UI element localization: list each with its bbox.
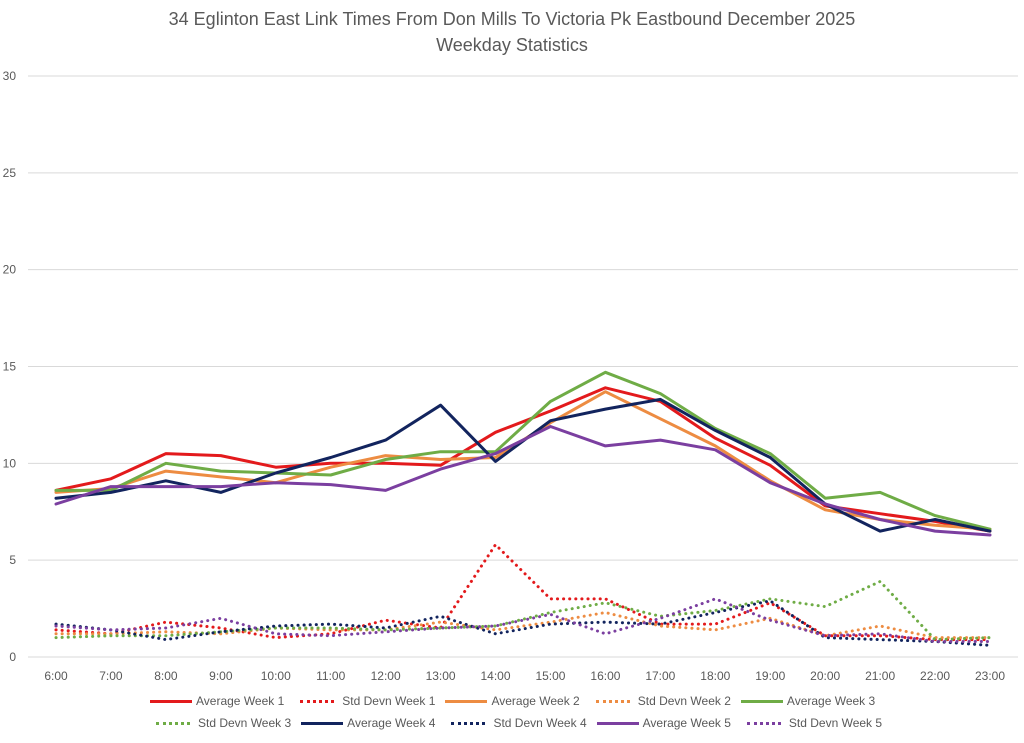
y-tick-label: 10: [3, 456, 17, 470]
x-tick-label: 11:00: [316, 669, 345, 683]
legend-swatch: [596, 721, 639, 725]
legend-label: Average Week 2: [491, 694, 580, 708]
x-tick-label: 13:00: [426, 669, 456, 683]
legend-label: Average Week 5: [642, 716, 731, 730]
x-tick-label: 22:00: [920, 669, 950, 683]
x-tick-label: 9:00: [209, 669, 233, 683]
legend-swatch: [445, 699, 488, 703]
legend: Average Week 1 Std Devn Week 1 Average Wee…: [150, 690, 910, 734]
x-tick-label: 20:00: [810, 669, 840, 683]
legend-label: Std Devn Week 5: [788, 716, 883, 730]
legend-swatch: [156, 721, 190, 725]
y-tick-label: 5: [9, 553, 16, 567]
legend-row: Average Week 1 Std Devn Week 1 Average Wee…: [150, 690, 910, 712]
legend-swatch: [300, 699, 335, 703]
legend-swatch: [595, 699, 630, 703]
y-tick-label: 30: [3, 69, 17, 83]
legend-item: Std Devn Week 4: [445, 716, 587, 730]
chart-title: 34 Eglinton East Link Times From Don Mil…: [168, 9, 856, 29]
legend-item: Average Week 5: [596, 716, 731, 730]
legend-item: Average Week 4: [301, 716, 435, 730]
x-tick-label: 19:00: [755, 669, 785, 683]
y-tick-label: 20: [3, 263, 17, 277]
series-line-average-week-5: [54, 425, 992, 537]
legend-label: Average Week 3: [786, 694, 876, 708]
legend-item: Average Week 3: [740, 694, 876, 708]
legend-swatch: [301, 721, 344, 725]
x-tick-label: 18:00: [700, 669, 730, 683]
series-line-average-week-3: [54, 370, 992, 531]
legend-label: Std Devn Week 1: [342, 694, 436, 708]
x-tick-label: 16:00: [590, 669, 620, 683]
legend-label: Std Devn Week 3: [198, 716, 292, 730]
y-tick-label: 15: [3, 360, 17, 374]
series-line-std-devn-week-2: [54, 611, 992, 640]
x-axis-ticks: 6:00 7:00 8:00 9:00 10:00 11:00 12:00 13:00 14:0…: [44, 669, 1005, 683]
y-tick-label: 0: [9, 650, 16, 664]
legend-swatch: [451, 721, 486, 725]
series-line-std-devn-week-5: [54, 597, 992, 643]
y-tick-label: 25: [3, 166, 17, 180]
x-tick-label: 15:00: [535, 669, 565, 683]
y-axis-ticks: 0 5 10 15 20 25 30: [3, 69, 17, 664]
legend-item: Average Week 2: [445, 694, 580, 708]
x-tick-label: 21:00: [865, 669, 895, 683]
legend-label: Average Week 1: [196, 694, 285, 708]
legend-item: Std Devn Week 3: [150, 716, 291, 730]
x-tick-label: 6:00: [44, 669, 68, 683]
series-line-std-devn-week-4: [54, 599, 992, 647]
chart-subtitle: Weekday Statistics: [436, 35, 588, 55]
x-tick-label: 7:00: [99, 669, 123, 683]
legend-swatch: [746, 721, 781, 725]
legend-item: Average Week 1: [150, 694, 284, 708]
legend-item: Std Devn Week 2: [590, 694, 731, 708]
legend-item: Std Devn Week 1: [294, 694, 435, 708]
legend-label: Average Week 4: [347, 716, 436, 730]
legend-row: Std Devn Week 3 Average Week 4 Std Devn We…: [150, 712, 910, 734]
x-tick-label: 14:00: [481, 669, 511, 683]
legend-swatch: [150, 699, 192, 703]
x-tick-label: 17:00: [645, 669, 675, 683]
gridlines: [28, 75, 1018, 658]
x-tick-label: 8:00: [154, 669, 178, 683]
x-tick-label: 12:00: [371, 669, 401, 683]
legend-item: Std Devn Week 5: [741, 716, 882, 730]
series-line-std-devn-week-3: [54, 580, 992, 642]
series-lines: [54, 370, 992, 647]
series-line-std-devn-week-1: [54, 543, 992, 642]
legend-swatch: [740, 699, 783, 703]
x-tick-label: 10:00: [261, 669, 291, 683]
legend-label: Std Devn Week 2: [637, 694, 731, 708]
legend-label: Std Devn Week 4: [493, 716, 587, 730]
x-tick-label: 23:00: [975, 669, 1005, 683]
